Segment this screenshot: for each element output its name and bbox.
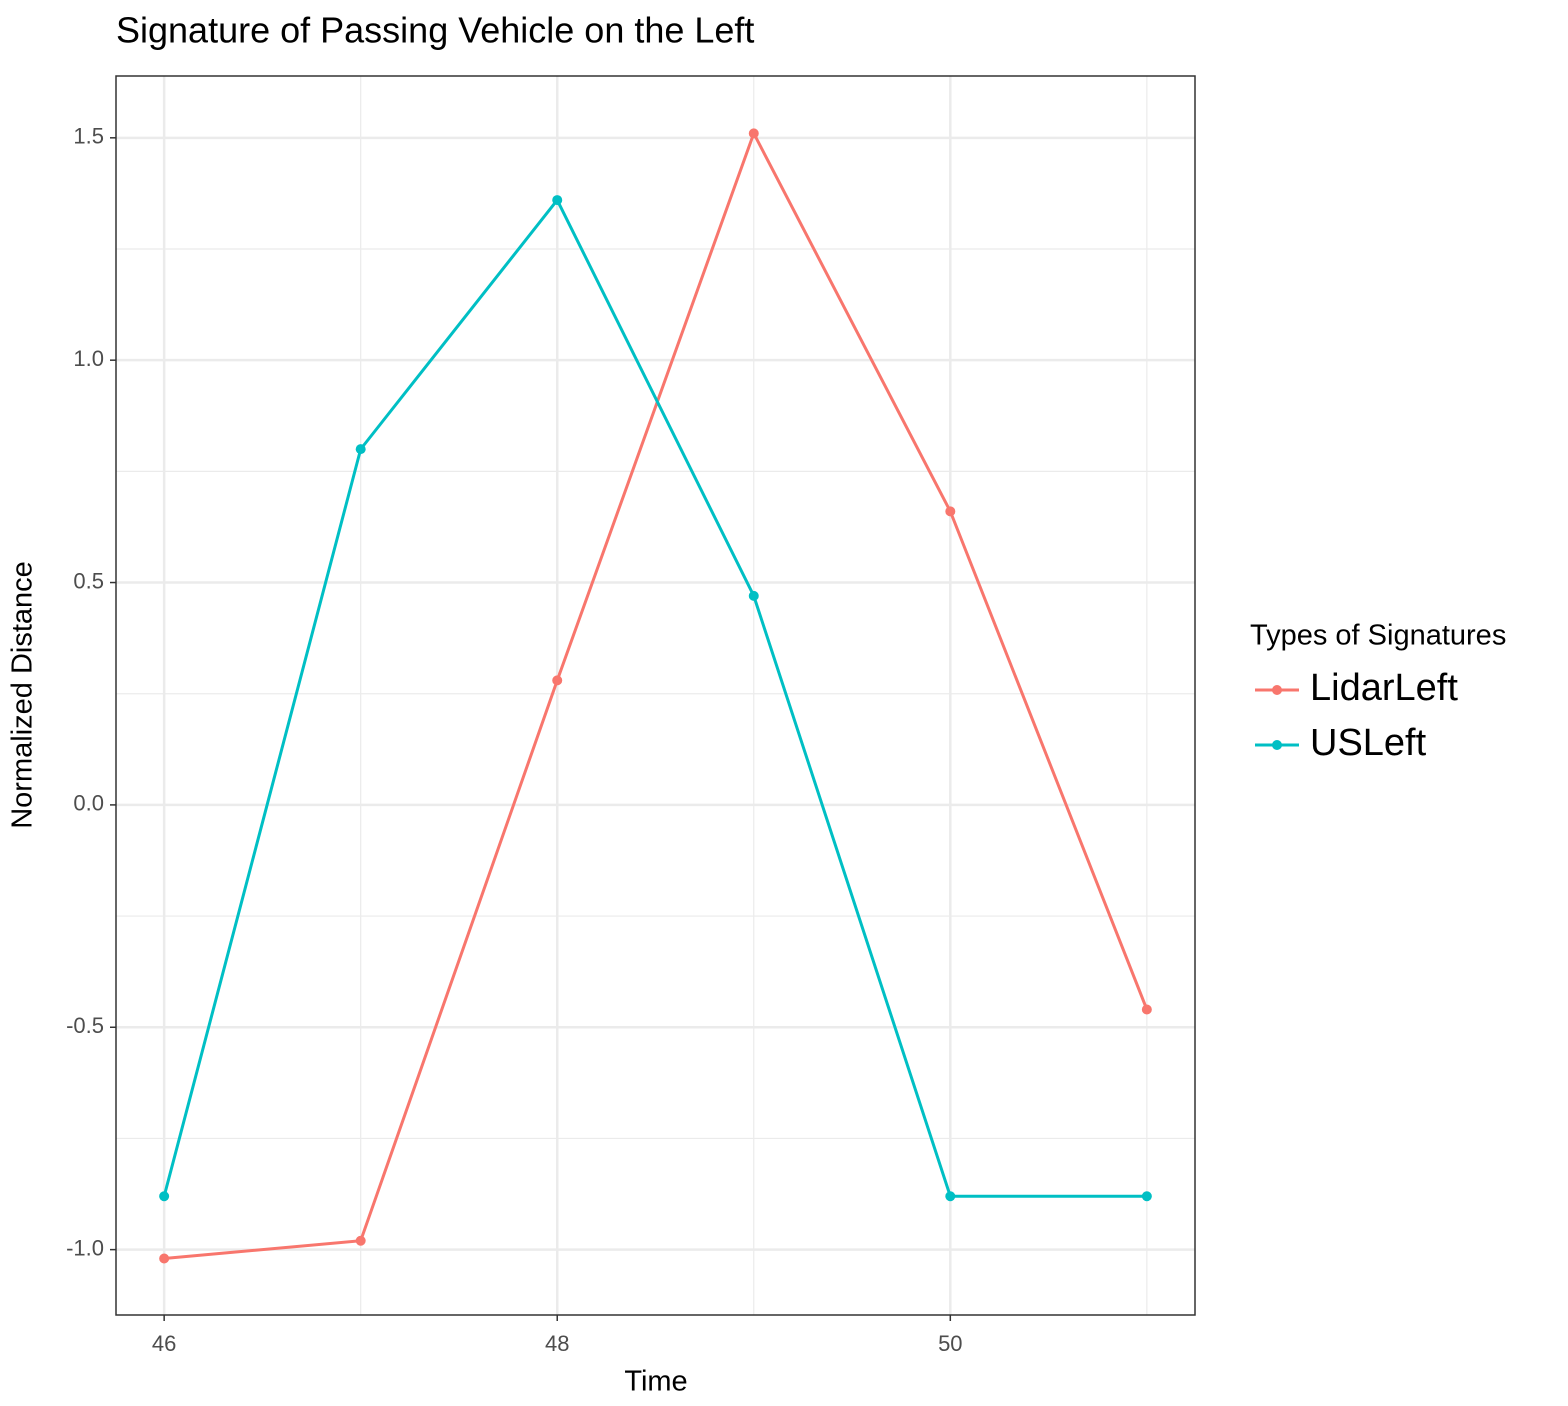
panel-border [115,75,1196,1316]
legend-title: Types of Signatures [1250,620,1506,652]
data-point [945,506,956,517]
y-tick-label: 0.0 [73,791,104,816]
series-line [162,197,1147,1198]
y-axis-title: Normalized Distance [7,561,39,829]
data-point [1141,1191,1152,1202]
x-axis-title: Time [624,1366,687,1398]
series-line [164,129,1149,1261]
legend-point [1272,740,1282,750]
y-tick-label: -0.5 [66,1013,104,1038]
y-tick-label: 1.5 [73,124,104,149]
legend-label: USLeft [1310,722,1427,764]
y-tick-label: -1.0 [66,1235,104,1260]
legend-label: LidarLeft [1310,667,1458,709]
data-point [1141,1004,1152,1015]
x-tick-label: 48 [545,1331,569,1356]
data-point [159,1253,170,1264]
x-tick-label: 46 [152,1331,176,1356]
x-tick-label: 50 [938,1331,962,1356]
data-point [355,444,366,455]
y-tick-label: 0.5 [73,568,104,593]
data-point [945,1191,956,1202]
data-point [552,675,563,686]
chart-title: Signature of Passing Vehicle on the Left [116,10,754,51]
data-point [159,1191,170,1202]
legend-point [1272,685,1282,695]
data-point [748,128,759,139]
data-point [355,1235,366,1246]
y-tick-label: 1.0 [73,346,104,371]
data-point [748,590,759,601]
data-point [552,195,563,206]
